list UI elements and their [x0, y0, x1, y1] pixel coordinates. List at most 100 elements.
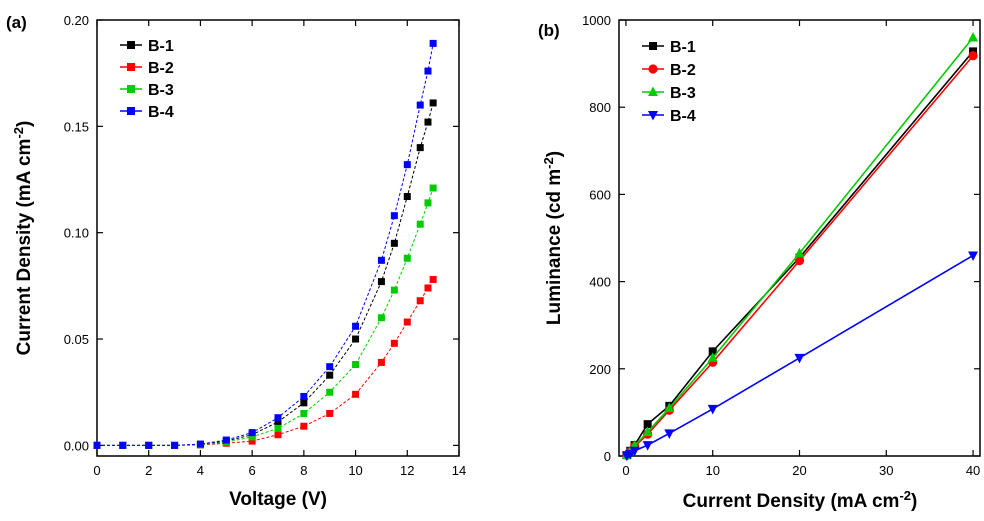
data-point	[93, 441, 101, 449]
data-point	[968, 31, 979, 42]
data-point	[145, 441, 153, 449]
legend-marker	[127, 85, 135, 93]
data-point	[416, 144, 424, 152]
data-point	[300, 392, 308, 400]
y-axis-title-b-sup: -2	[541, 157, 556, 169]
y-tick-label-a: 0.05	[64, 332, 89, 347]
data-point	[352, 390, 360, 398]
data-point	[326, 371, 334, 379]
data-point	[119, 441, 127, 449]
y-tick-label-a: 0.20	[64, 13, 89, 28]
legend-label: B-2	[148, 60, 174, 77]
series-B-2	[93, 275, 437, 449]
data-point	[968, 51, 978, 61]
data-point	[352, 361, 360, 369]
legend-a: B-1 B-2 B-3 B-4	[120, 38, 174, 121]
data-point	[352, 322, 360, 330]
panel-label-a: (a)	[6, 13, 27, 32]
series-group-a	[93, 39, 437, 449]
series-line	[97, 43, 434, 446]
x-tick-label-a: 6	[249, 463, 256, 478]
data-point	[424, 199, 432, 207]
y-tick-label-a: 0.15	[64, 119, 89, 134]
legend-marker	[127, 41, 135, 49]
data-point	[642, 426, 653, 437]
legend-label: B-2	[670, 62, 696, 79]
data-point	[424, 118, 432, 126]
x-axis-title-b-main: Current Density (mA cm	[683, 491, 900, 512]
x-tick-label-a: 4	[197, 463, 204, 478]
y-axis-title-b: Luminance (cd m-2)	[541, 151, 565, 325]
data-point	[707, 352, 718, 362]
series-B-3	[93, 184, 437, 449]
data-point	[300, 422, 308, 430]
panel-label-b: (b)	[538, 21, 560, 40]
data-point	[390, 286, 398, 294]
data-point	[248, 433, 256, 441]
data-point	[968, 251, 979, 261]
legend-label: B-3	[148, 82, 174, 99]
data-point	[326, 388, 334, 396]
x-tick-label-b: 20	[792, 463, 806, 478]
legend-marker	[648, 111, 658, 121]
data-point	[643, 420, 652, 429]
data-point	[708, 347, 717, 356]
data-point	[707, 404, 718, 415]
legend-marker	[648, 64, 658, 74]
legend-label: B-1	[670, 39, 696, 56]
series-line	[97, 102, 434, 446]
data-point	[429, 99, 437, 107]
x-axis-title-a: Voltage (V)	[229, 489, 327, 510]
legend-item: B-4	[120, 104, 174, 121]
y-axis-title-a-end: )	[14, 121, 35, 127]
data-point	[274, 414, 282, 422]
series-line	[97, 279, 434, 446]
data-point	[424, 67, 432, 75]
y-axis-title-b-end: )	[544, 151, 565, 157]
legend-label: B-4	[148, 104, 174, 121]
x-tick-label-b: 10	[705, 463, 719, 478]
data-point	[403, 254, 411, 262]
x-axis-title-b-end: )	[911, 491, 917, 512]
data-point	[377, 314, 385, 322]
data-point	[196, 440, 204, 448]
y-tick-label-b: 0	[604, 449, 611, 464]
legend-item: B-4	[642, 108, 696, 125]
legend-b: B-1 B-2 B-3 B-4	[642, 39, 696, 125]
y-tick-label-b: 200	[589, 362, 611, 377]
series-B-4	[621, 251, 979, 462]
data-point	[300, 409, 308, 417]
data-point	[664, 429, 675, 439]
y-tick-label-b: 400	[589, 275, 611, 290]
data-point	[326, 363, 334, 371]
y-tick-label-a: 0.00	[64, 438, 89, 453]
legend-item: B-1	[120, 38, 174, 55]
data-point	[377, 358, 385, 366]
y-axis-title-b-main: Luminance (cd m	[544, 169, 565, 325]
legend-marker	[648, 86, 658, 96]
y-axis-title-a-sup: -2	[11, 127, 26, 139]
data-point	[222, 436, 230, 444]
legend-label: B-4	[670, 108, 696, 125]
x-axis-title-b-sup: -2	[899, 488, 911, 503]
data-point	[429, 275, 437, 283]
data-point	[274, 418, 282, 426]
data-point	[642, 441, 653, 451]
data-point	[171, 441, 179, 449]
data-point	[390, 212, 398, 220]
legend-item: B-1	[642, 39, 696, 56]
data-point	[403, 193, 411, 201]
data-point	[274, 431, 282, 439]
legend-label: B-1	[148, 38, 174, 55]
x-tick-label-b: 0	[622, 463, 629, 478]
data-point	[390, 339, 398, 347]
y-axis-title-a: Current Density (mA cm-2)	[11, 121, 35, 356]
data-point	[377, 278, 385, 286]
legend-marker	[127, 63, 135, 71]
data-point	[794, 353, 805, 364]
axis-ticks-a: 0 2 4 6 8 10 12 14 0.00 0.05 0.10 0.15 0.20	[64, 13, 467, 478]
data-point	[352, 335, 360, 343]
data-point	[629, 446, 640, 457]
